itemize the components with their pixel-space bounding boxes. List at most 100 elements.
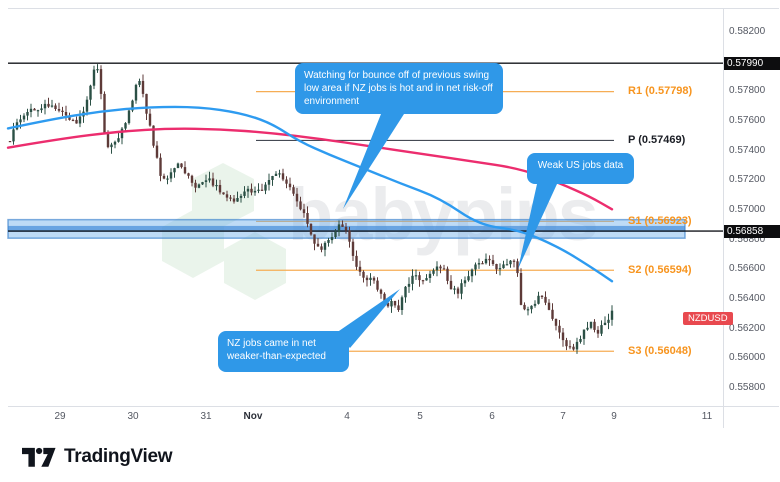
candle-down: [442, 268, 446, 270]
candle-up: [453, 288, 456, 290]
candles-layer[interactable]: [8, 64, 614, 354]
candle-down: [593, 321, 596, 330]
candle-up: [204, 180, 208, 182]
candle-down: [351, 241, 355, 256]
candle-down: [344, 226, 348, 231]
candle-up: [43, 103, 47, 109]
price-tick-label: 0.56600: [729, 263, 766, 275]
candle-up: [134, 84, 138, 101]
candle-up: [477, 263, 481, 265]
candle-up: [467, 276, 470, 281]
candle-down: [386, 302, 390, 307]
candle-up: [537, 295, 540, 304]
candle-up: [369, 277, 372, 280]
candle-up: [603, 322, 607, 325]
candle-down: [190, 175, 194, 183]
candle-down: [341, 224, 344, 227]
candle-down: [152, 125, 155, 146]
candle-up: [253, 190, 257, 193]
callout-weak-us-jobs[interactable]: Weak US jobs data: [527, 153, 634, 184]
candle-up: [26, 112, 29, 116]
candle-up: [19, 119, 22, 123]
candle-down: [103, 93, 106, 133]
candle-up: [404, 286, 407, 298]
candle-down: [106, 133, 110, 148]
candle-up: [407, 283, 411, 287]
candle-up: [463, 280, 467, 284]
candle-up: [246, 188, 250, 192]
candle-down: [159, 157, 162, 176]
tradingview-attribution[interactable]: TradingView: [22, 446, 173, 468]
candle-down: [162, 175, 166, 179]
pivot-label-s2: S2 (0.56594): [628, 263, 692, 276]
candle-up: [131, 100, 134, 111]
candle-down: [148, 113, 152, 126]
price-tick-label: 0.58200: [729, 26, 766, 37]
time-tick-label: 5: [417, 411, 423, 422]
candle-up: [610, 310, 614, 320]
candle-up: [530, 305, 533, 310]
candle-down: [222, 192, 225, 195]
candle-up: [78, 116, 82, 124]
candle-down: [568, 346, 572, 348]
callout-pointer-1: [518, 184, 557, 269]
candle-down: [141, 81, 145, 94]
candle-up: [40, 108, 43, 111]
candle-down: [68, 115, 71, 120]
chart-top-border: [8, 8, 779, 9]
candle-down: [183, 167, 187, 174]
candle-up: [176, 163, 180, 168]
candle-down: [572, 346, 575, 350]
time-tick-label: 11: [701, 411, 713, 422]
candle-down: [309, 223, 313, 235]
candle-up: [267, 180, 271, 185]
candle-down: [187, 173, 190, 176]
candle-up: [414, 275, 418, 277]
candle-down: [316, 243, 320, 247]
candle-down: [211, 178, 215, 186]
candle-up: [274, 173, 278, 176]
candle-up: [425, 278, 428, 281]
candle-up: [197, 184, 201, 188]
candle-down: [362, 271, 365, 278]
candle-down: [495, 264, 498, 270]
candle-up: [257, 189, 260, 191]
candle-up: [264, 184, 267, 191]
candle-up: [323, 242, 327, 250]
candle-down: [544, 296, 547, 303]
candle-down: [540, 295, 544, 297]
candle-down: [285, 179, 288, 184]
candle-down: [565, 340, 568, 347]
candle-up: [589, 321, 593, 328]
symbol-price-badge[interactable]: NZDUSD: [683, 311, 733, 325]
candle-up: [330, 237, 334, 241]
candle-down: [99, 69, 103, 94]
candle-down: [488, 258, 491, 261]
candle-down: [260, 189, 264, 191]
candle-up: [575, 341, 579, 350]
candle-up: [432, 270, 435, 274]
candle-up: [278, 173, 281, 175]
candle-up: [201, 182, 204, 185]
candle-up: [89, 85, 92, 100]
candle-down: [54, 105, 57, 109]
candle-up: [337, 224, 341, 232]
candle-down: [180, 163, 183, 168]
callout-watching-for-bounce[interactable]: Watching for bounce off of previous swin…: [295, 63, 503, 114]
ma-blue-line[interactable]: [6, 105, 614, 283]
price-tick-label: 0.56400: [729, 292, 766, 304]
candle-down: [372, 277, 376, 281]
candle-down: [383, 293, 386, 303]
candle-down: [365, 277, 369, 281]
time-tick-label: 9: [611, 411, 617, 422]
candle-up: [533, 303, 537, 306]
candle-down: [449, 280, 453, 290]
candle-up: [526, 309, 530, 311]
tradingview-logo-icon: [22, 447, 56, 467]
callout-nz-jobs[interactable]: NZ jobs came in net weaker-than-expected: [218, 331, 349, 372]
candle-up: [215, 185, 218, 187]
candle-up: [166, 178, 169, 180]
candle-up: [411, 275, 414, 284]
candle-up: [138, 81, 141, 85]
